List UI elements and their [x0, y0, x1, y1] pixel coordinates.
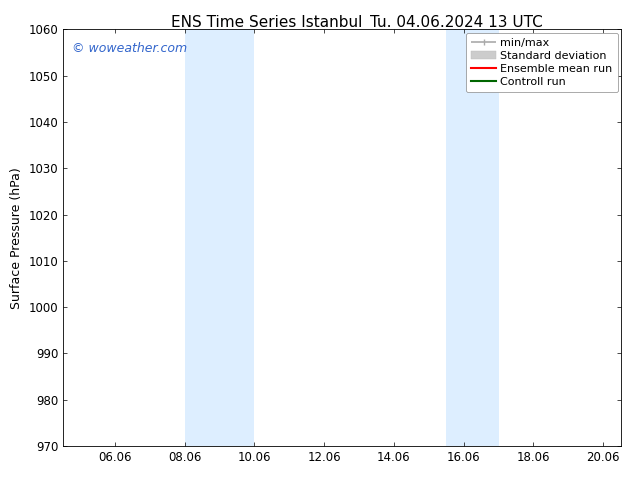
Text: Tu. 04.06.2024 13 UTC: Tu. 04.06.2024 13 UTC [370, 15, 543, 30]
Bar [184, 29, 254, 446]
Text: ENS Time Series Istanbul: ENS Time Series Istanbul [171, 15, 362, 30]
Y-axis label: Surface Pressure (hPa): Surface Pressure (hPa) [10, 167, 23, 309]
Text: © woweather.com: © woweather.com [72, 42, 187, 55]
Bar [446, 29, 498, 446]
Legend: min/max, Standard deviation, Ensemble mean run, Controll run: min/max, Standard deviation, Ensemble me… [466, 33, 618, 92]
